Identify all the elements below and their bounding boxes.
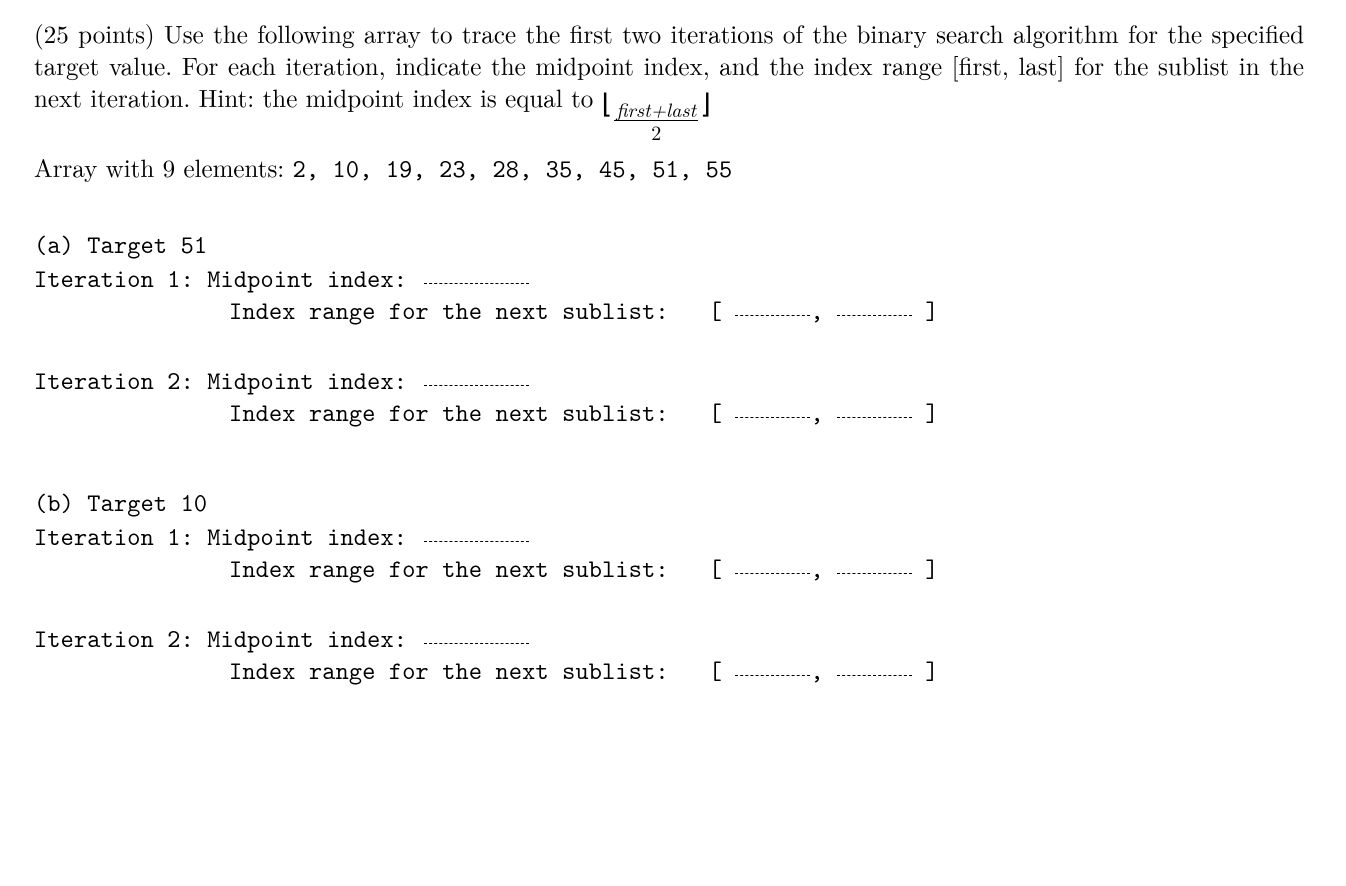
iteration-line-midpoint: Iteration 1: Midpoint index: bbox=[34, 521, 1304, 553]
comma: , bbox=[810, 396, 823, 429]
iteration-line-range: Index range for the next sublist: [ , ] bbox=[34, 553, 1304, 585]
range-label: Index range for the next sublist: bbox=[229, 654, 669, 687]
iteration-label: Iteration 1: bbox=[34, 262, 194, 295]
iteration-line-range: Index range for the next sublist: [ , ] bbox=[34, 295, 1304, 327]
range-label: Index range for the next sublist: bbox=[229, 552, 669, 585]
blank-midpoint[interactable] bbox=[424, 283, 529, 284]
iteration-label: Iteration 2: bbox=[34, 364, 194, 397]
iteration-line-range: Index range for the next sublist: [ , ] bbox=[34, 655, 1304, 687]
blank-range-first[interactable] bbox=[735, 675, 810, 676]
blank-midpoint[interactable] bbox=[424, 643, 529, 644]
part-a-iteration-1: Iteration 1: Midpoint index: Index range… bbox=[34, 263, 1304, 327]
midpoint-label: Midpoint index: bbox=[207, 520, 407, 553]
blank-midpoint[interactable] bbox=[424, 541, 529, 542]
bracket-close: ] bbox=[925, 294, 938, 327]
iteration-line-midpoint: Iteration 2: Midpoint index: bbox=[34, 623, 1304, 655]
part-b-iteration-1: Iteration 1: Midpoint index: Index range… bbox=[34, 521, 1304, 585]
midpoint-label: Midpoint index: bbox=[207, 622, 407, 655]
iteration-line-midpoint: Iteration 1: Midpoint index: bbox=[34, 263, 1304, 295]
fraction: first+last2 bbox=[614, 92, 698, 142]
part-b-heading: (b) Target 10 bbox=[34, 487, 1304, 519]
iteration-line-range: Index range for the next sublist: [ , ] bbox=[34, 397, 1304, 429]
part-b-iteration-2: Iteration 2: Midpoint index: Index range… bbox=[34, 623, 1304, 687]
array-values: 2, 10, 19, 23, 28, 35, 45, 51, 55 bbox=[293, 152, 733, 185]
comma: , bbox=[810, 294, 823, 327]
array-prefix: Array with 9 elements: bbox=[34, 150, 293, 185]
comma: , bbox=[810, 552, 823, 585]
floor-open: ⌊ bbox=[602, 85, 613, 120]
bracket-open: [ bbox=[709, 294, 722, 327]
iteration-label: Iteration 2: bbox=[34, 622, 194, 655]
bracket-open: [ bbox=[709, 552, 722, 585]
array-line: Array with 9 elements: 2, 10, 19, 23, 28… bbox=[34, 152, 1304, 185]
part-a: (a) Target 51 Iteration 1: Midpoint inde… bbox=[34, 229, 1304, 429]
bracket-open: [ bbox=[709, 396, 722, 429]
blank-midpoint[interactable] bbox=[424, 385, 529, 386]
part-b: (b) Target 10 Iteration 1: Midpoint inde… bbox=[34, 487, 1304, 687]
blank-range-first[interactable] bbox=[735, 417, 810, 418]
floor-close: ⌋ bbox=[700, 85, 711, 120]
blank-range-last[interactable] bbox=[837, 417, 912, 418]
fraction-denominator: 2 bbox=[651, 121, 661, 142]
blank-range-last[interactable] bbox=[837, 315, 912, 316]
part-a-heading: (a) Target 51 bbox=[34, 229, 1304, 261]
bracket-open: [ bbox=[709, 654, 722, 687]
iteration-line-midpoint: Iteration 2: Midpoint index: bbox=[34, 365, 1304, 397]
blank-range-last[interactable] bbox=[837, 573, 912, 574]
problem-intro: (25 points) Use the following array to t… bbox=[34, 18, 1304, 142]
midpoint-label: Midpoint index: bbox=[207, 364, 407, 397]
points-label: (25 points) bbox=[34, 16, 155, 51]
iteration-label: Iteration 1: bbox=[34, 520, 194, 553]
range-label: Index range for the next sublist: bbox=[229, 294, 669, 327]
bracket-close: ] bbox=[925, 654, 938, 687]
blank-range-first[interactable] bbox=[735, 315, 810, 316]
range-label: Index range for the next sublist: bbox=[229, 396, 669, 429]
midpoint-label: Midpoint index: bbox=[207, 262, 407, 295]
bracket-close: ] bbox=[925, 552, 938, 585]
part-a-iteration-2: Iteration 2: Midpoint index: Index range… bbox=[34, 365, 1304, 429]
bracket-close: ] bbox=[925, 396, 938, 429]
blank-range-last[interactable] bbox=[837, 675, 912, 676]
blank-range-first[interactable] bbox=[735, 573, 810, 574]
comma: , bbox=[810, 654, 823, 687]
